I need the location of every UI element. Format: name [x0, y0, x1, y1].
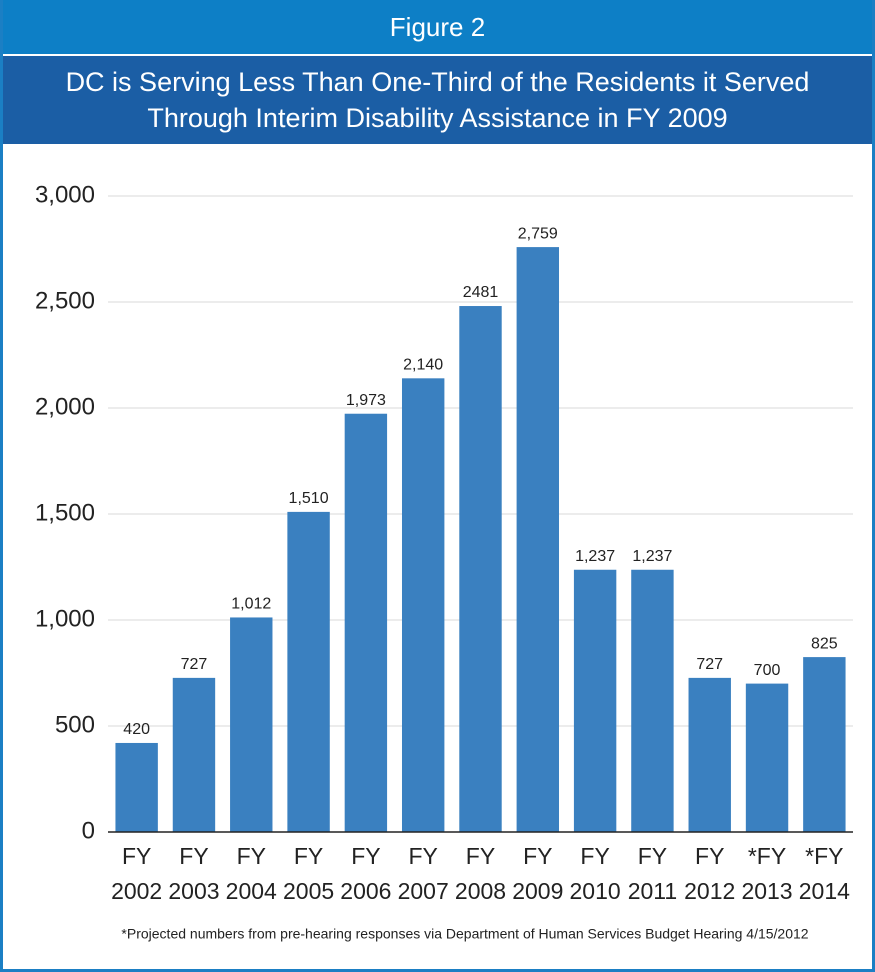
bar: [401, 378, 445, 832]
value-label: 2,140: [403, 357, 443, 374]
bar: [745, 683, 789, 832]
bar: [287, 511, 330, 832]
bar: [631, 569, 674, 832]
chart: 0 500 1,000 1,500 2,000 2,500 3,000 420 FY 2002 72…: [35, 181, 853, 942]
x-tick-label: *FY 2013: [741, 843, 792, 904]
figure-label: Figure 2: [3, 0, 872, 54]
y-tick-label: 1,000: [35, 605, 95, 632]
bar: [172, 677, 216, 832]
value-label: 700: [754, 662, 781, 679]
bar: [803, 657, 846, 832]
value-label: 727: [181, 656, 208, 673]
x-tick-label: FY 2003: [168, 843, 219, 904]
value-label: 2,759: [518, 225, 558, 242]
value-label: 825: [811, 635, 838, 652]
x-tick-label: FY 2010: [570, 843, 621, 904]
x-tick-label: FY 2008: [455, 843, 506, 904]
chart-title: DC is Serving Less Than One-Third of the…: [65, 67, 810, 133]
value-label: 1,012: [231, 596, 271, 613]
y-tick-label: 500: [55, 711, 95, 738]
y-tick-label: 1,500: [35, 499, 95, 526]
x-tick-label: FY 2011: [628, 843, 677, 904]
value-label: 1,510: [289, 490, 329, 507]
y-tick-label: 0: [82, 817, 95, 844]
value-label: 1,973: [346, 392, 386, 409]
y-tick-label: 2,500: [35, 287, 95, 314]
value-label: 727: [696, 656, 723, 673]
x-tick-label: FY 2006: [340, 843, 391, 904]
bar: [516, 247, 560, 833]
bar: [688, 677, 731, 832]
x-tick-label: FY 2005: [283, 843, 334, 904]
value-label: 1,237: [632, 548, 672, 565]
x-tick-label: *FY 2014: [799, 843, 850, 904]
x-tick-label: FY 2002: [111, 843, 162, 904]
bar: [344, 413, 388, 832]
bar: [459, 306, 502, 832]
x-tick-label: FY 2012: [684, 843, 735, 904]
value-label: 420: [123, 721, 150, 738]
x-tick-label: FY 2009: [512, 843, 563, 904]
bar: [573, 569, 617, 832]
y-tick-label: 2,000: [35, 393, 95, 420]
value-label: 2481: [463, 284, 499, 301]
title-band: DC is Serving Less Than One-Third of the…: [3, 56, 872, 144]
bar: [230, 617, 273, 832]
bar: [115, 742, 158, 832]
footnote: *Projected numbers from pre-hearing resp…: [121, 926, 808, 942]
y-tick-label: 3,000: [35, 181, 95, 208]
value-label: 1,237: [575, 548, 615, 565]
x-tick-label: FY 2007: [398, 843, 449, 904]
x-tick-label: FY 2004: [226, 843, 277, 904]
